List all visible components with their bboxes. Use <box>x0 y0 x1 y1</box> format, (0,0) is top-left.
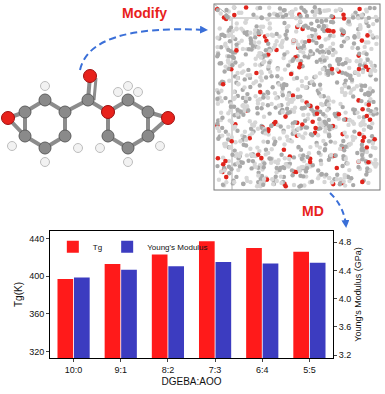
svg-text:7:3: 7:3 <box>209 365 222 375</box>
svg-text:Tg(K): Tg(K) <box>13 282 24 307</box>
svg-text:3.2: 3.2 <box>339 350 352 360</box>
svg-text:3.6: 3.6 <box>339 322 352 332</box>
svg-text:8:2: 8:2 <box>162 365 175 375</box>
svg-text:5:5: 5:5 <box>303 365 316 375</box>
svg-text:Young's Modulus: Young's Modulus <box>147 243 207 252</box>
svg-text:360: 360 <box>29 309 44 319</box>
svg-text:6:4: 6:4 <box>256 365 269 375</box>
svg-text:440: 440 <box>29 234 44 244</box>
svg-text:9:1: 9:1 <box>114 365 127 375</box>
svg-text:MD: MD <box>302 203 324 219</box>
svg-text:4.8: 4.8 <box>339 237 352 247</box>
svg-text:Tg: Tg <box>93 243 102 252</box>
svg-text:Young's Modulus (GPa): Young's Modulus (GPa) <box>353 247 363 341</box>
svg-text:320: 320 <box>29 347 44 357</box>
svg-text:4.0: 4.0 <box>339 294 352 304</box>
svg-text:4.4: 4.4 <box>339 266 352 276</box>
svg-text:Modify: Modify <box>122 5 167 21</box>
svg-text:DGEBA:AOO: DGEBA:AOO <box>161 376 221 387</box>
svg-text:10:0: 10:0 <box>65 365 83 375</box>
svg-text:400: 400 <box>29 271 44 281</box>
